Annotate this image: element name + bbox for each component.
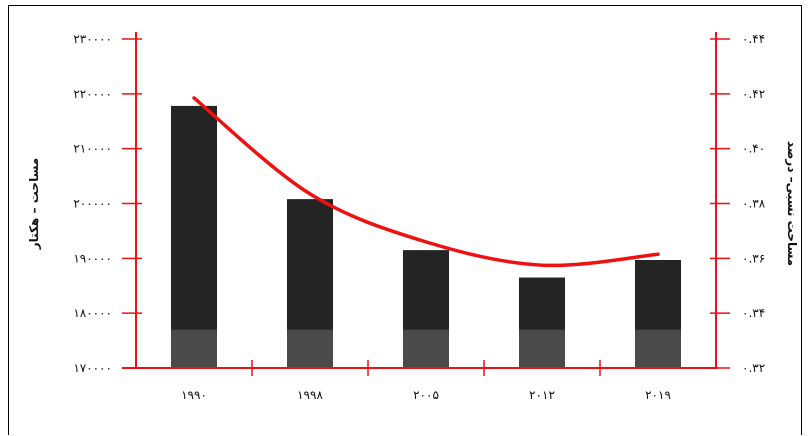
line-point-0 (193, 96, 196, 99)
bar-0 (171, 106, 217, 368)
left-y-tick-label: ۲۲۰۰۰۰ (73, 87, 112, 101)
x-tick-label: ۱۹۹۰ (181, 388, 207, 402)
left-y-tick-label: ۲۰۰۰۰۰ (73, 197, 112, 211)
left-y-tick-label: ۱۹۰۰۰۰ (73, 251, 112, 265)
bar-base-4 (635, 330, 681, 368)
right-y-tick-label: ۰.۴۰ (742, 142, 765, 156)
right-y-tick-label: ۰.۴۲ (742, 87, 765, 101)
x-tick-label: ۲۰۰۵ (413, 388, 439, 402)
chart-frame: ۱۷۰۰۰۰ ۱۸۰۰۰۰ ۱۹۰۰۰۰ ۲۰۰۰۰۰ ۲۱۰۰۰۰ ۲۲۰۰۰۰ ۲۳۰۰… (8, 5, 802, 435)
line-layer (193, 96, 660, 266)
bar-base-1 (287, 330, 333, 368)
right-y-axis-title: مساحت نسبی– درصد (785, 141, 799, 266)
right-y-tick-label: ۰.۳۲ (742, 361, 765, 375)
combo-chart: ۱۷۰۰۰۰ ۱۸۰۰۰۰ ۱۹۰۰۰۰ ۲۰۰۰۰۰ ۲۱۰۰۰۰ ۲۲۰۰۰۰ ۲۳۰۰… (9, 6, 803, 436)
x-tick-label: ۲۰۱۹ (645, 388, 671, 402)
right-y-tick-label: ۰.۳۸ (742, 197, 766, 211)
right-y-tick-label: ۰.۳۴ (742, 306, 765, 320)
x-tick-label: ۲۰۱۲ (529, 388, 555, 402)
trend-line (194, 98, 658, 265)
left-y-tick-label: ۱۸۰۰۰۰ (73, 306, 112, 320)
x-tick-label: ۱۹۹۸ (297, 388, 323, 402)
bar-base-2 (403, 330, 449, 368)
right-y-tick-label: ۰.۴۴ (742, 32, 765, 46)
line-point-4 (657, 253, 660, 256)
left-y-tick-label: ۲۱۰۰۰۰ (73, 142, 112, 156)
bar-base-0 (171, 330, 217, 368)
line-point-2 (425, 240, 428, 243)
right-y-tick-label: ۰.۳۶ (742, 251, 765, 265)
left-y-tick-label: ۱۷۰۰۰۰ (73, 361, 112, 375)
bar-base-3 (519, 330, 565, 368)
left-y-tick-label: ۲۳۰۰۰۰ (73, 32, 112, 46)
left-y-axis-title: مساحت – هکتار (27, 158, 41, 250)
line-point-3 (541, 264, 544, 267)
line-point-1 (309, 192, 312, 195)
